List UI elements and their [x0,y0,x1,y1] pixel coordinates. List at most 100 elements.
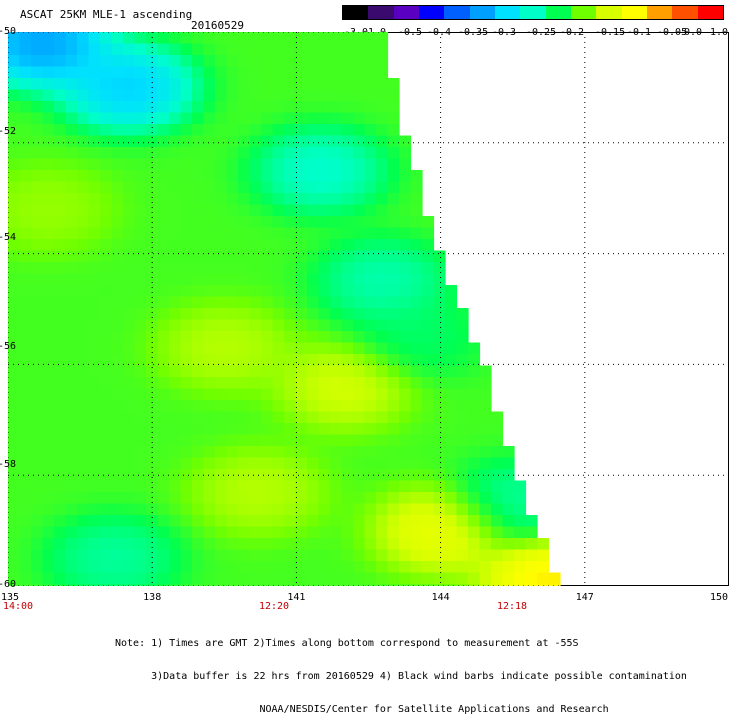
heatmap-cell [88,308,101,321]
heatmap-cell [19,78,32,91]
heatmap-cell [100,124,113,137]
heatmap-cell [353,55,366,68]
heatmap-cell [456,492,469,505]
heatmap-cell [180,204,193,217]
heatmap-cell [399,538,412,551]
heatmap-cell [111,227,124,240]
heatmap-cell [341,239,354,252]
heatmap-cell [180,469,193,482]
heatmap-cell [422,354,435,367]
heatmap-cell [134,400,147,413]
heatmap-cell [42,342,55,355]
heatmap-cell [318,469,331,482]
heatmap-cell [180,411,193,424]
heatmap-cell [157,342,170,355]
heatmap-cell [169,78,182,91]
heatmap-cell [157,204,170,217]
heatmap-cell [134,262,147,275]
heatmap-cell [65,112,78,125]
heatmap-cell [284,89,297,102]
heatmap-cell [479,411,492,424]
heatmap-cell [364,308,377,321]
heatmap-cell [249,423,262,436]
heatmap-cell [433,572,446,585]
heatmap-cell [134,296,147,309]
heatmap-cell [54,411,67,424]
heatmap-cell [330,296,343,309]
heatmap-cell [134,101,147,114]
heatmap-cell [54,584,67,586]
heatmap-cell [249,43,262,56]
heatmap-cell [8,124,21,137]
heatmap-cell [180,296,193,309]
heatmap-cell [192,561,205,574]
heatmap-cell [399,181,412,194]
heatmap-cell [399,584,412,586]
heatmap-cell [180,331,193,344]
heatmap-cell [111,181,124,194]
heatmap-cell [77,584,90,586]
heatmap-cell [8,181,21,194]
heatmap-cell [88,365,101,378]
heatmap-cell [353,101,366,114]
heatmap-cell [353,227,366,240]
heatmap-cell [502,480,515,493]
heatmap-cell [157,400,170,413]
heatmap-cell [203,354,216,367]
heatmap-cell [134,78,147,91]
heatmap-cell [123,480,136,493]
heatmap-cell [261,377,274,390]
heatmap-cell [410,365,423,378]
heatmap-cell [42,193,55,206]
heatmap-cell [249,538,262,551]
heatmap-cell [157,434,170,447]
heatmap-cell [203,89,216,102]
heatmap-cell [399,446,412,459]
heatmap-cell [330,457,343,470]
heatmap-cell [341,55,354,68]
heatmap-cell [410,457,423,470]
heatmap-cell [330,515,343,528]
heatmap-cell [180,216,193,229]
heatmap-cell [146,78,159,91]
heatmap-cell [364,147,377,160]
heatmap-cell [54,446,67,459]
heatmap-cell [169,43,182,56]
heatmap-cell [203,147,216,160]
heatmap-cell [111,43,124,56]
heatmap-cell [284,43,297,56]
heatmap-cell [353,388,366,401]
heatmap-cell [261,101,274,114]
heatmap-cell [42,66,55,79]
heatmap-cell [192,308,205,321]
heatmap-cell [54,181,67,194]
heatmap-cell [65,377,78,390]
heatmap-cell [307,181,320,194]
heatmap-cell [261,561,274,574]
heatmap-cell [468,492,481,505]
heatmap-cell [203,549,216,562]
heatmap-cell [123,78,136,91]
heatmap-cell [353,400,366,413]
heatmap-cell [88,296,101,309]
heatmap-cell [169,515,182,528]
heatmap-cell [261,354,274,367]
heatmap-cell [284,549,297,562]
heatmap-cell [192,66,205,79]
heatmap-cell [19,538,32,551]
heatmap-cell [169,584,182,586]
heatmap-cell [8,89,21,102]
heatmap-cell [295,354,308,367]
heatmap-cell [341,572,354,585]
heatmap-cell [123,423,136,436]
heatmap-cell [399,250,412,263]
heatmap-cell [387,204,400,217]
heatmap-cell [330,584,343,586]
heatmap-cell [77,526,90,539]
heatmap-cell [307,400,320,413]
heatmap-cell [353,446,366,459]
heatmap-cell [226,262,239,275]
heatmap-cell [100,101,113,114]
heatmap-cell [31,193,44,206]
heatmap-cell [169,572,182,585]
